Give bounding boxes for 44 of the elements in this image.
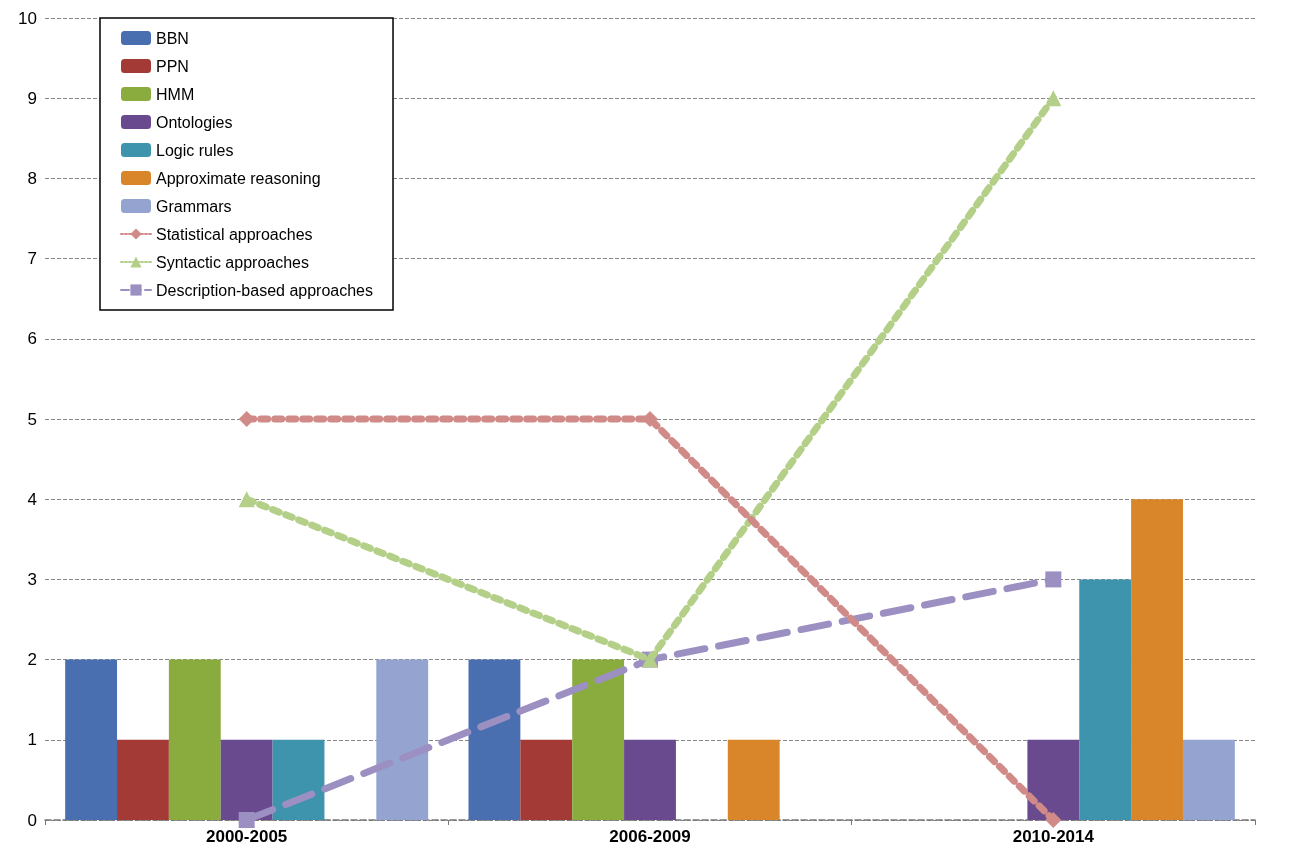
bar — [65, 659, 118, 820]
point — [238, 812, 255, 828]
legend-label: Ontologies — [156, 113, 233, 131]
bar — [272, 739, 325, 820]
legend-label: Grammars — [156, 197, 232, 215]
bar — [376, 659, 429, 820]
point — [1045, 812, 1062, 828]
bar — [1182, 739, 1235, 820]
x-tick-label: 2006-2009 — [609, 827, 691, 846]
point — [238, 491, 255, 508]
y-tick-label: 1 — [27, 730, 37, 750]
legend-label: Approximate reasoning — [156, 169, 321, 187]
y-tick-label: 8 — [27, 168, 37, 188]
legend-label: Logic rules — [156, 141, 234, 159]
bar — [520, 739, 573, 820]
legend-label: BBN — [156, 29, 189, 47]
legend-label: Description-based approaches — [156, 281, 374, 299]
bar — [624, 739, 676, 820]
y-tick-label: 3 — [27, 569, 37, 589]
y-tick-label: 9 — [27, 88, 37, 108]
bar — [1027, 739, 1080, 820]
legend-label: Statistical approaches — [156, 225, 313, 243]
legend-label: Syntactic approaches — [156, 253, 309, 271]
bar — [220, 739, 273, 820]
y-tick-label: 4 — [27, 489, 37, 509]
y-tick-label: 6 — [27, 329, 37, 349]
bar — [572, 659, 625, 820]
legend-label: HMM — [156, 85, 195, 103]
bar — [168, 659, 221, 820]
bar — [468, 659, 521, 820]
bar — [727, 739, 780, 820]
bar — [1131, 499, 1183, 820]
bar — [117, 739, 169, 820]
x-tick-label: 2000-2005 — [206, 827, 288, 846]
point — [1045, 571, 1062, 588]
y-tick-label: 7 — [27, 249, 37, 269]
y-tick-label: 2 — [27, 650, 37, 670]
bar — [1079, 579, 1132, 820]
y-tick-label: 10 — [18, 8, 37, 28]
y-tick-label: 5 — [27, 409, 37, 429]
x-tick-label: 2010-2014 — [1012, 827, 1095, 846]
y-tick-label: 0 — [27, 810, 37, 830]
point — [1045, 90, 1062, 107]
legend-label: PPN — [156, 57, 189, 75]
